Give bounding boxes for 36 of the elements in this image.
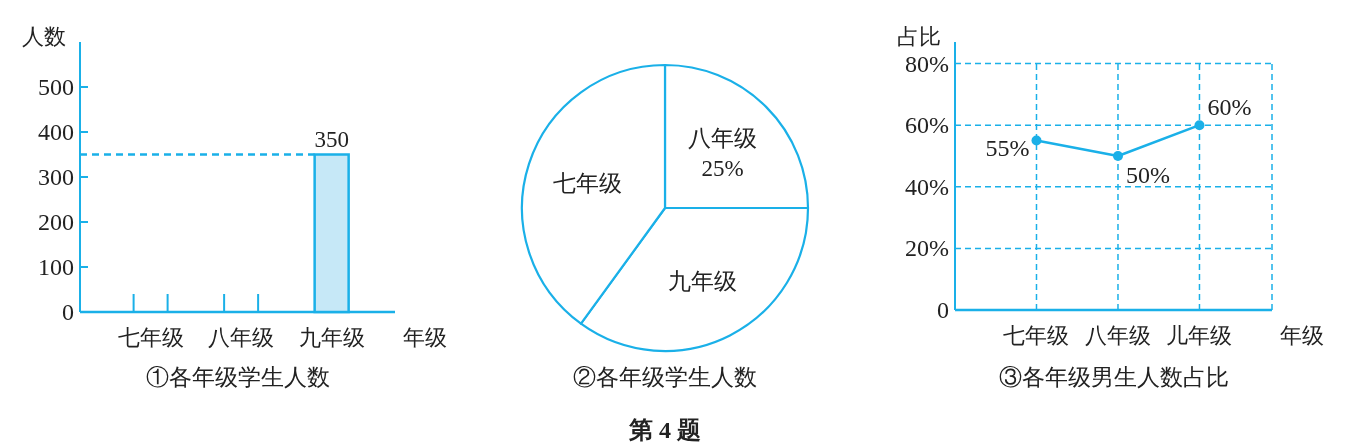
text: ③各年级男生人数占比 [998, 365, 1229, 390]
slice-label: 七年级 [552, 170, 622, 196]
y-axis-title: 人数 [22, 24, 66, 49]
data-label: 50% [1125, 161, 1170, 188]
data-label: 60% [1207, 94, 1252, 121]
point [1112, 150, 1123, 161]
y-tick-label: 60% [905, 112, 949, 139]
text: 第 4 题 [628, 417, 701, 443]
y-tick-label: 20% [905, 235, 949, 262]
x-tick-label: 八年级 [208, 325, 275, 350]
x-axis-title: 年级 [403, 325, 447, 350]
y-tick-label: 300 [38, 164, 74, 190]
x-tick-label: 八年级 [1084, 323, 1151, 348]
y-tick-label: 100 [38, 254, 74, 280]
slice-label: 八年级 [688, 126, 758, 152]
x-tick-label: 儿年级 [1166, 323, 1233, 348]
data-label: 55% [985, 134, 1030, 161]
data-label: 350 [314, 126, 349, 152]
y-axis-title: 占比 [897, 24, 941, 49]
x-axis-title: 年级 [1280, 323, 1324, 348]
y-tick-label: 0 [937, 297, 949, 323]
x-tick-label: 七年级 [1003, 323, 1070, 348]
x-tick-label: 七年级 [117, 325, 184, 350]
x-tick-label: 九年级 [298, 325, 365, 350]
point [1194, 120, 1205, 131]
y-tick-label: 0 [62, 299, 74, 325]
point [1031, 135, 1042, 146]
text: ①各年级学生人数 [145, 365, 330, 390]
y-tick-label: 200 [38, 209, 74, 235]
text: ②各年级学生人数 [573, 365, 757, 390]
y-tick-label: 80% [905, 50, 949, 77]
slice-label: 九年级 [667, 268, 737, 294]
y-tick-label: 400 [38, 119, 74, 145]
y-tick-label: 500 [38, 74, 74, 100]
y-tick-label: 40% [905, 173, 949, 200]
data-label: 25% [701, 156, 744, 182]
